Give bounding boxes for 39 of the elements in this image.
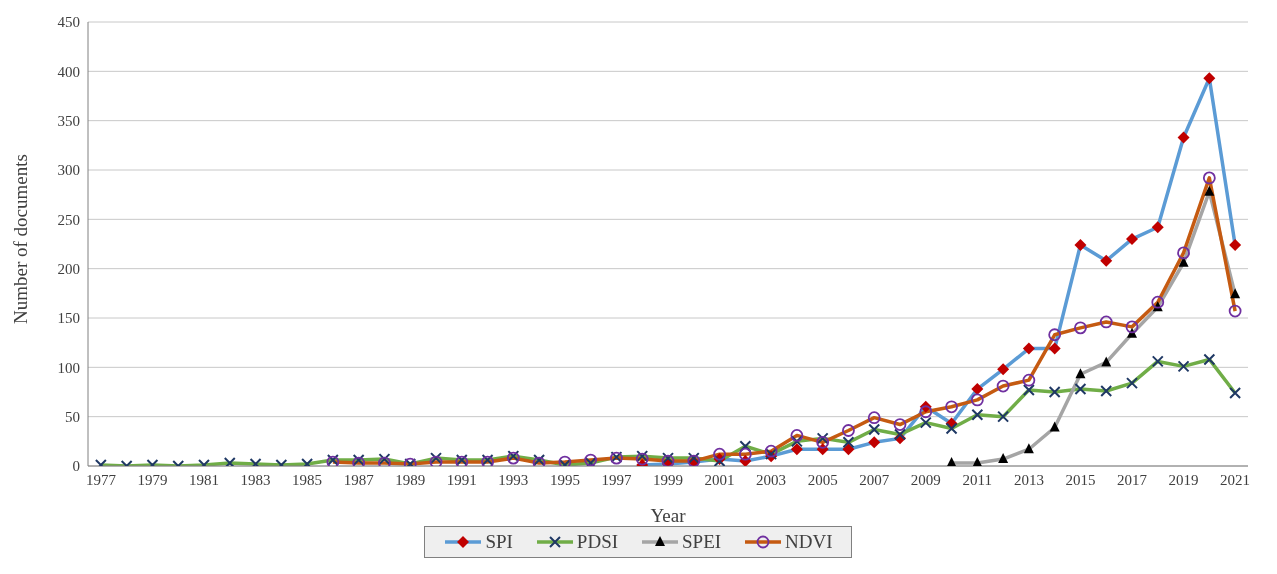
y-tick-label: 400 — [57, 63, 80, 80]
x-tick-label: 1985 — [292, 471, 323, 488]
x-tick-label: 2013 — [1013, 471, 1044, 488]
y-tick-label: 250 — [57, 211, 80, 228]
y-tick-label: 50 — [65, 408, 80, 425]
x-tick-label: 2005 — [807, 471, 838, 488]
x-tick-label: 2011 — [962, 471, 993, 488]
x-axis-title: Year — [650, 505, 687, 526]
x-tick-label: 1991 — [446, 471, 477, 488]
x-tick-label: 1993 — [498, 471, 529, 488]
x-tick-label: 1997 — [601, 471, 632, 488]
x-tick-label: 2009 — [910, 471, 941, 488]
y-tick-label: 100 — [57, 359, 80, 376]
x-tick-label: 2021 — [1220, 471, 1251, 488]
x-tick-label: 1983 — [240, 471, 271, 488]
x-tick-label: 1989 — [395, 471, 426, 488]
x-tick-label: 2017 — [1117, 471, 1148, 488]
x-tick-label: 2001 — [704, 471, 735, 488]
x-tick-label: 2019 — [1168, 471, 1199, 488]
x-tick-label: 2003 — [756, 471, 787, 488]
y-tick-label: 150 — [57, 310, 80, 327]
y-tick-label: 200 — [57, 260, 80, 277]
x-tick-label: 1981 — [189, 471, 219, 488]
x-tick-label: 2007 — [859, 471, 890, 488]
x-tick-label: 1977 — [85, 471, 117, 488]
y-axis-title: Number of documents — [9, 154, 31, 324]
legend-label: PDSI — [576, 531, 619, 553]
y-tick-label: 300 — [57, 162, 80, 179]
x-tick-label: 1995 — [549, 471, 580, 488]
legend-label: NDVI — [785, 531, 833, 553]
x-tick-label: 2015 — [1065, 471, 1096, 488]
legend-label: SPEI — [682, 531, 722, 553]
y-tick-label: 350 — [57, 112, 80, 129]
legend-label: SPI — [485, 531, 513, 553]
x-tick-label: 1999 — [653, 471, 683, 488]
x-tick-label: 1979 — [137, 471, 168, 488]
y-tick-label: 0 — [72, 458, 80, 475]
x-tick-label: 1987 — [343, 471, 375, 488]
y-tick-label: 450 — [57, 14, 80, 31]
